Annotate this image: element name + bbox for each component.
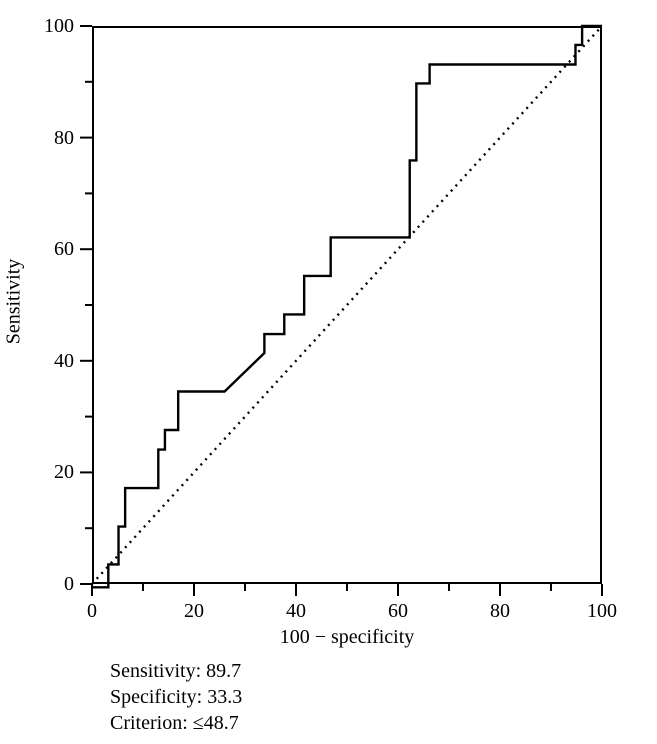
x-tick-label: 0: [72, 600, 112, 623]
y-tick-label: 0: [34, 573, 74, 596]
y-tick-label: 80: [34, 127, 74, 150]
caption-sensitivity: Sensitivity: 89.7: [110, 660, 241, 683]
caption-criterion: Criterion: ≤48.7: [110, 712, 239, 735]
x-tick-label: 100: [582, 600, 622, 623]
roc-curve: [92, 26, 602, 587]
x-tick-label: 20: [174, 600, 214, 623]
y-axis-label: Sensitivity: [3, 252, 26, 352]
x-tick-label: 60: [378, 600, 418, 623]
x-axis-label: 100 − specificity: [267, 626, 427, 649]
y-tick-label: 20: [34, 461, 74, 484]
caption-specificity: Specificity: 33.3: [110, 686, 242, 709]
roc-chart: 0 20 40 60 80 100 0 20 40 60 80 100 100 − specifici…: [0, 0, 657, 744]
reference-diagonal: [92, 26, 602, 584]
y-tick-label: 100: [34, 15, 74, 38]
y-tick-label: 40: [34, 350, 74, 373]
x-tick-label: 80: [480, 600, 520, 623]
y-tick-label: 60: [34, 238, 74, 261]
x-tick-label: 40: [276, 600, 316, 623]
